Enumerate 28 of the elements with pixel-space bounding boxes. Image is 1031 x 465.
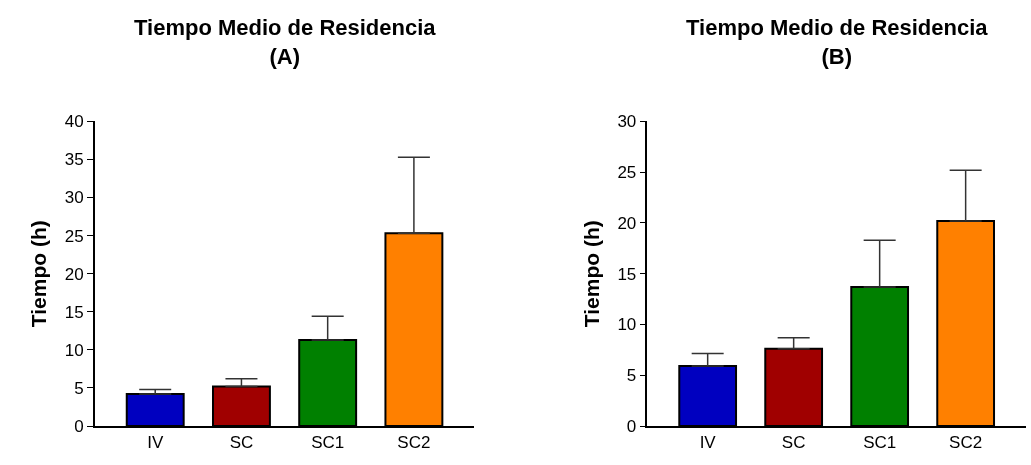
x-tick-label: SC xyxy=(781,433,806,453)
x-tick-label: SC1 xyxy=(863,433,897,453)
y-tick-label: 40 xyxy=(64,112,84,132)
y-axis-title: Tiempo (h) xyxy=(580,220,604,328)
y-tick-label: 15 xyxy=(617,264,637,284)
x-tick-label: SC xyxy=(229,433,254,453)
x-tick-label: IV xyxy=(699,433,717,453)
y-tick-label: 35 xyxy=(64,150,84,170)
y-tick-label: 30 xyxy=(64,188,84,208)
y-tick-label: 0 xyxy=(74,416,84,436)
y-tick-label: 30 xyxy=(617,112,637,132)
y-tick-label: 10 xyxy=(617,315,637,335)
x-tick-label: IV xyxy=(147,433,164,453)
y-tick-label: 20 xyxy=(617,213,637,233)
y-tick-label: 5 xyxy=(74,378,84,398)
x-tick-label: SC2 xyxy=(949,433,983,453)
y-tick-label: 0 xyxy=(626,416,637,436)
chart-title: Tiempo Medio de Residencia (B) xyxy=(686,15,989,69)
chart-title: Tiempo Medio de Residencia (A) xyxy=(134,15,437,69)
y-tick-label: 10 xyxy=(64,340,84,360)
y-tick-label: 25 xyxy=(617,163,637,183)
y-tick-label: 20 xyxy=(64,264,84,284)
y-axis-title: Tiempo (h) xyxy=(27,220,51,328)
x-tick-label: SC1 xyxy=(311,433,345,453)
y-tick-label: 5 xyxy=(626,366,637,386)
y-tick-label: 15 xyxy=(64,302,84,322)
x-tick-label: SC2 xyxy=(397,433,431,453)
y-tick-label: 25 xyxy=(64,226,84,246)
